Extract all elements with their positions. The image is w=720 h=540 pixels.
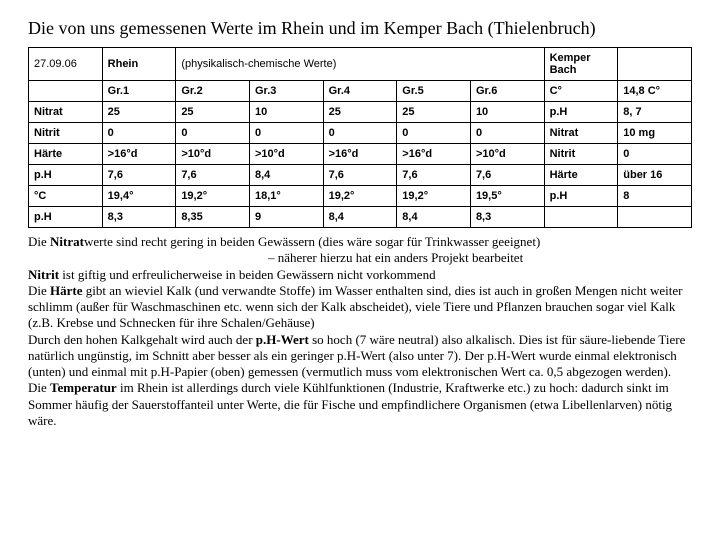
- table-cell: 0: [323, 123, 397, 144]
- bold-haerte: Härte: [50, 283, 82, 298]
- table-cell: p.H: [544, 186, 618, 207]
- table-cell: 8,3: [470, 207, 544, 228]
- table-cell: 8, 7: [618, 102, 692, 123]
- table-cell: >10°d: [470, 144, 544, 165]
- table-cell: 8,4: [397, 207, 471, 228]
- table-cell: 19,2°: [176, 186, 250, 207]
- table-row: p.H8,38,3598,48,48,3: [29, 207, 692, 228]
- text: Die: [28, 234, 50, 249]
- table-row: Härte>16°d>10°d>10°d>16°d>16°d>10°dNitri…: [29, 144, 692, 165]
- table-cell: 19,2°: [323, 186, 397, 207]
- text: Die: [28, 380, 50, 395]
- text: im Rhein ist allerdings durch viele Kühl…: [28, 380, 672, 428]
- table-cell: p.H: [29, 165, 103, 186]
- table-cell: 19,4°: [102, 186, 176, 207]
- table-cell: 9: [249, 207, 323, 228]
- table-cell: 27.09.06: [29, 48, 103, 81]
- data-table: 27.09.06Rhein(physikalisch-chemische Wer…: [28, 47, 692, 228]
- table-cell: [618, 48, 692, 81]
- table-cell: 18,1°: [249, 186, 323, 207]
- table-cell: [618, 207, 692, 228]
- table-cell: 7,6: [470, 165, 544, 186]
- table-cell: 10: [470, 102, 544, 123]
- table-cell: Gr.5: [397, 81, 471, 102]
- table-cell: 7,6: [102, 165, 176, 186]
- table-cell: 10 mg: [618, 123, 692, 144]
- note-nitrat: Die Nitratwerte sind recht gering in bei…: [28, 234, 692, 250]
- table-cell: 25: [176, 102, 250, 123]
- table-cell: 8,4: [249, 165, 323, 186]
- table-cell: 0: [249, 123, 323, 144]
- note-temperatur: Die Temperatur im Rhein ist allerdings d…: [28, 380, 692, 429]
- table-cell: 25: [323, 102, 397, 123]
- table-cell: Gr.3: [249, 81, 323, 102]
- table-cell: 0: [470, 123, 544, 144]
- table-cell: Gr.1: [102, 81, 176, 102]
- table-cell: >10°d: [176, 144, 250, 165]
- table-cell: 8,4: [323, 207, 397, 228]
- table-row: Nitrit000000Nitrat10 mg: [29, 123, 692, 144]
- table-cell: >16°d: [323, 144, 397, 165]
- table-cell: 0: [618, 144, 692, 165]
- text: ist giftig und erfreulicherweise in beid…: [59, 267, 436, 282]
- bold-nitrat: Nitrat: [50, 234, 84, 249]
- table-cell: Gr.6: [470, 81, 544, 102]
- table-row: °C19,4°19,2°18,1°19,2°19,2°19,5°p.H8: [29, 186, 692, 207]
- note-ph: Durch den hohen Kalkgehalt wird auch der…: [28, 332, 692, 381]
- bold-nitrit: Nitrit: [28, 267, 59, 282]
- table-cell: 8,3: [102, 207, 176, 228]
- text: Durch den hohen Kalkgehalt wird auch der: [28, 332, 256, 347]
- table-cell: Nitrit: [544, 144, 618, 165]
- page-title: Die von uns gemessenen Werte im Rhein un…: [28, 18, 692, 39]
- table-cell: 25: [397, 102, 471, 123]
- table-cell: 0: [102, 123, 176, 144]
- table-row: p.H7,67,68,47,67,67,6Härteüber 16: [29, 165, 692, 186]
- table-cell: >16°d: [397, 144, 471, 165]
- table-cell: (physikalisch-chemische Werte): [176, 48, 544, 81]
- table-cell: 8,35: [176, 207, 250, 228]
- text: werte sind recht gering in beiden Gewäss…: [84, 234, 540, 249]
- table-cell: 7,6: [176, 165, 250, 186]
- table-cell: 10: [249, 102, 323, 123]
- table-cell: 8: [618, 186, 692, 207]
- bold-ph: p.H-Wert: [256, 332, 309, 347]
- table-cell: Nitrit: [29, 123, 103, 144]
- table-cell: C°: [544, 81, 618, 102]
- table-cell: Härte: [544, 165, 618, 186]
- table-row: Nitrat252510252510p.H8, 7: [29, 102, 692, 123]
- table-cell: °C: [29, 186, 103, 207]
- note-nitrit: Nitrit ist giftig und erfreulicherweise …: [28, 267, 692, 283]
- table-cell: 19,2°: [397, 186, 471, 207]
- table-cell: 14,8 C°: [618, 81, 692, 102]
- text: Die: [28, 283, 50, 298]
- table-row: Gr.1Gr.2Gr.3Gr.4Gr.5Gr.6C°14,8 C°: [29, 81, 692, 102]
- note-haerte: Die Härte gibt an wieviel Kalk (und verw…: [28, 283, 692, 332]
- table-cell: Nitrat: [544, 123, 618, 144]
- table-cell: 7,6: [323, 165, 397, 186]
- table-cell: p.H: [29, 207, 103, 228]
- table-cell: [29, 81, 103, 102]
- table-cell: über 16: [618, 165, 692, 186]
- table-cell: Nitrat: [29, 102, 103, 123]
- table-cell: Gr.4: [323, 81, 397, 102]
- table-cell: Kemper Bach: [544, 48, 618, 81]
- table-cell: 0: [397, 123, 471, 144]
- table-cell: [544, 207, 618, 228]
- table-cell: >10°d: [249, 144, 323, 165]
- text: gibt an wieviel Kalk (und verwandte Stof…: [28, 283, 682, 331]
- table-cell: p.H: [544, 102, 618, 123]
- bold-temperatur: Temperatur: [50, 380, 117, 395]
- note-nitrat-sub: – näherer hierzu hat ein anders Projekt …: [28, 250, 692, 266]
- table-cell: 25: [102, 102, 176, 123]
- table-cell: 7,6: [397, 165, 471, 186]
- table-cell: >16°d: [102, 144, 176, 165]
- table-cell: Härte: [29, 144, 103, 165]
- table-row: 27.09.06Rhein(physikalisch-chemische Wer…: [29, 48, 692, 81]
- table-cell: Rhein: [102, 48, 176, 81]
- table-cell: 19,5°: [470, 186, 544, 207]
- table-cell: 0: [176, 123, 250, 144]
- notes-block: Die Nitratwerte sind recht gering in bei…: [28, 234, 692, 429]
- table-cell: Gr.2: [176, 81, 250, 102]
